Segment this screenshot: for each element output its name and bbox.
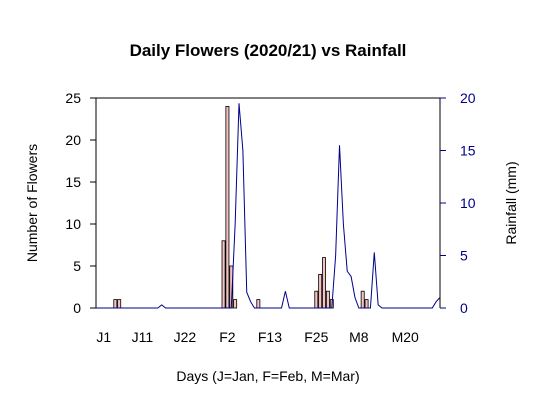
y-tick-label-left: 25 xyxy=(65,90,81,106)
flower-bar xyxy=(364,299,369,309)
flower-bar xyxy=(233,299,238,309)
flower-bars xyxy=(113,106,369,309)
x-tick-label: F2 xyxy=(219,329,236,345)
axes: 0 5 10 15 20 25 0 5 10 15 20 J1 J11 J22 F2 F13 F25 M8 M20 xyxy=(65,90,475,345)
flower-bar xyxy=(314,290,319,309)
flower-bar xyxy=(318,273,323,309)
x-tick-label: J11 xyxy=(132,329,154,345)
y-tick-label-left: 20 xyxy=(65,132,81,148)
x-tick-label: F13 xyxy=(258,329,282,345)
y-axis-label-right: Rainfall (mm) xyxy=(503,161,519,244)
x-tick-label: J22 xyxy=(174,329,197,345)
flower-bar xyxy=(117,299,122,309)
y-tick-label-right: 5 xyxy=(460,248,468,264)
y-axis-label-left: Number of Flowers xyxy=(24,144,40,262)
x-tick-label: J1 xyxy=(96,329,111,345)
plot-frame xyxy=(95,97,441,308)
x-tick-label: F25 xyxy=(304,329,328,345)
y-tick-label-left: 0 xyxy=(73,300,81,316)
y-tick-label-right: 10 xyxy=(460,195,476,211)
flower-bar xyxy=(256,299,261,309)
flower-bar xyxy=(113,299,118,309)
flower-bar xyxy=(360,290,365,309)
y-tick-label-right: 0 xyxy=(460,300,468,316)
y-tick-label-right: 15 xyxy=(460,143,476,159)
y-tick-label-left: 15 xyxy=(65,174,81,190)
chart-title: Daily Flowers (2020/21) vs Rainfall xyxy=(130,41,407,60)
y-tick-label-right: 20 xyxy=(460,90,476,106)
rainfall-line xyxy=(96,103,441,309)
y-tick-label-left: 5 xyxy=(73,258,81,274)
flower-bar xyxy=(322,257,326,309)
x-tick-label: M8 xyxy=(349,329,369,345)
flower-bar xyxy=(221,240,226,309)
flower-bar xyxy=(325,290,330,309)
x-tick-label: M20 xyxy=(392,329,419,345)
rainfall-line-layer xyxy=(96,103,441,309)
flower-bar xyxy=(225,106,230,309)
x-axis-label: Days (J=Jan, F=Feb, M=Mar) xyxy=(176,368,359,384)
y-tick-label-left: 10 xyxy=(65,216,81,232)
